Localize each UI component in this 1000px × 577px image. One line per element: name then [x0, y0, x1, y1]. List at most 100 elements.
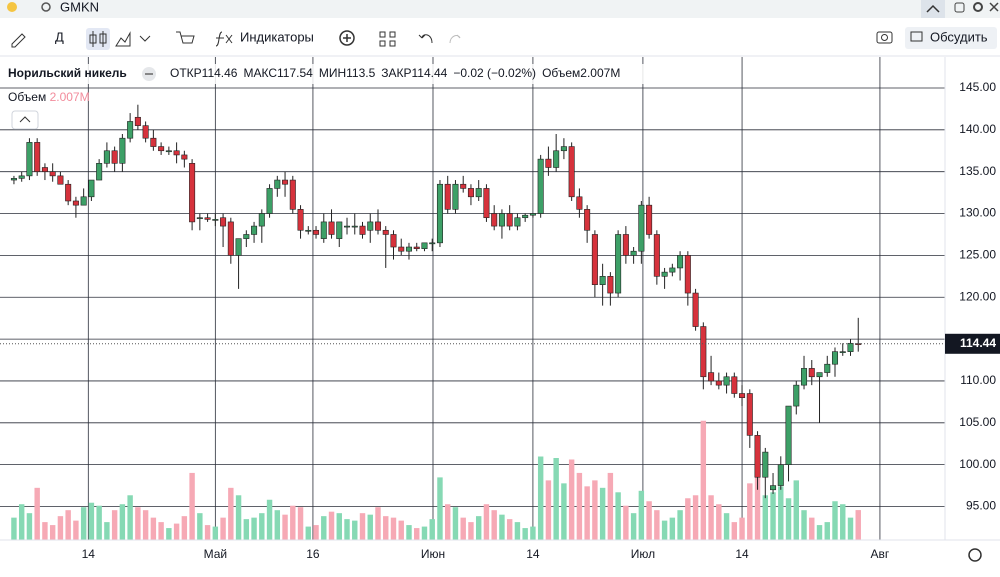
ticker[interactable]: GMKN	[60, 0, 99, 14]
indicators-btn[interactable]: Индикаторы	[240, 29, 314, 44]
candle-body	[444, 183, 451, 210]
volume-bar	[824, 522, 830, 540]
volume-bar	[809, 517, 815, 540]
collapse-btn[interactable]	[921, 0, 945, 18]
candle-body	[483, 188, 490, 219]
candle-body	[10, 178, 17, 181]
candle-body	[553, 150, 560, 168]
legend-key: ЗАКР	[381, 66, 411, 80]
volume-bar	[475, 516, 482, 540]
candle-body	[57, 175, 64, 185]
volume-bar	[274, 510, 281, 540]
redo-btn[interactable]	[449, 34, 461, 44]
candle-body	[351, 225, 358, 228]
candle-body	[390, 234, 397, 248]
volume-bar	[421, 526, 428, 540]
discuss-btn[interactable]	[905, 27, 997, 49]
volume-bar	[592, 480, 598, 540]
candle-body	[770, 485, 777, 491]
volume-bar	[499, 514, 505, 540]
volume-bar	[189, 472, 195, 540]
area-btn[interactable]	[115, 31, 131, 47]
volume-bar	[204, 525, 211, 540]
candle-body	[220, 217, 227, 227]
volume-bar	[739, 517, 745, 540]
undo-btn[interactable]	[418, 34, 433, 44]
volume-bar	[212, 526, 219, 540]
candle-body	[715, 380, 722, 386]
x-tick-label: Июн	[421, 547, 445, 561]
x-tick-label: Июл	[631, 547, 655, 561]
candle-icon	[99, 33, 107, 44]
volume-bar	[468, 522, 474, 540]
legend-key: Объем	[542, 66, 580, 80]
close-btn[interactable]	[989, 2, 999, 12]
volume-bar	[42, 522, 48, 540]
candle-body	[297, 209, 304, 231]
interval-btn[interactable]: Д	[55, 29, 64, 44]
candle-body	[615, 234, 622, 294]
layout-btn[interactable]	[379, 31, 396, 47]
volume-bar	[142, 510, 149, 540]
candle-body	[328, 221, 335, 235]
volume-bar	[445, 504, 451, 540]
add-btn[interactable]	[339, 30, 355, 46]
legend-value: 114.44	[412, 66, 448, 80]
volume-bar	[785, 498, 792, 540]
last-price-label: 114.44	[960, 336, 996, 350]
candle-body	[514, 217, 521, 227]
collapse-pane[interactable]	[11, 110, 39, 130]
candle-body	[762, 451, 769, 478]
dropdown[interactable]	[139, 35, 151, 42]
candle-body	[677, 255, 684, 269]
y-tick-label: 110.00	[960, 373, 996, 387]
candle-body	[467, 188, 474, 198]
volume-bar	[638, 490, 645, 540]
volume-bar	[522, 528, 528, 540]
search-bar	[0, 0, 1000, 18]
volume-bar	[158, 522, 164, 540]
candle-body	[708, 372, 715, 382]
candle-body	[816, 372, 823, 378]
volume-bar	[220, 517, 226, 540]
candle-body	[367, 221, 374, 231]
volume-bar	[282, 514, 288, 540]
volume-bar	[321, 516, 327, 540]
volume-bar	[762, 495, 769, 540]
volume-bar	[778, 486, 784, 540]
volume-bar	[150, 517, 157, 540]
candle-body	[545, 158, 552, 168]
settings-btn[interactable]	[973, 2, 983, 12]
candle-body	[374, 221, 382, 231]
candle-body	[258, 213, 265, 227]
axis-settings[interactable]	[968, 548, 982, 562]
cart-btn[interactable]	[176, 31, 195, 44]
window-btn[interactable]	[954, 2, 965, 13]
candle-icon	[89, 34, 97, 44]
candle-body	[777, 464, 784, 486]
candle-body	[669, 267, 676, 273]
x-tick-label: Май	[204, 547, 228, 561]
volume-bar	[34, 487, 40, 540]
x-tick-label: 16	[306, 547, 320, 561]
volume-bar	[545, 480, 552, 540]
draw-btn[interactable]	[11, 33, 26, 48]
candle-body	[568, 146, 575, 198]
candle-body	[839, 351, 846, 353]
candle-body	[96, 163, 103, 181]
candle-body	[305, 229, 312, 232]
candle-body	[847, 342, 854, 352]
snapshot-btn[interactable]	[876, 31, 893, 44]
candle-body	[808, 368, 815, 378]
candle-body	[591, 234, 598, 285]
volume-bar	[251, 517, 257, 540]
candle-body	[793, 384, 800, 407]
candle-body	[103, 150, 110, 164]
chart-title: Норильский никель	[8, 66, 127, 80]
y-tick-label: 125.00	[959, 248, 996, 262]
volume-bar	[801, 510, 807, 540]
candle-body	[88, 179, 95, 198]
volume-bar	[855, 510, 861, 540]
discuss-icon	[910, 31, 923, 42]
add-icon	[343, 34, 351, 42]
